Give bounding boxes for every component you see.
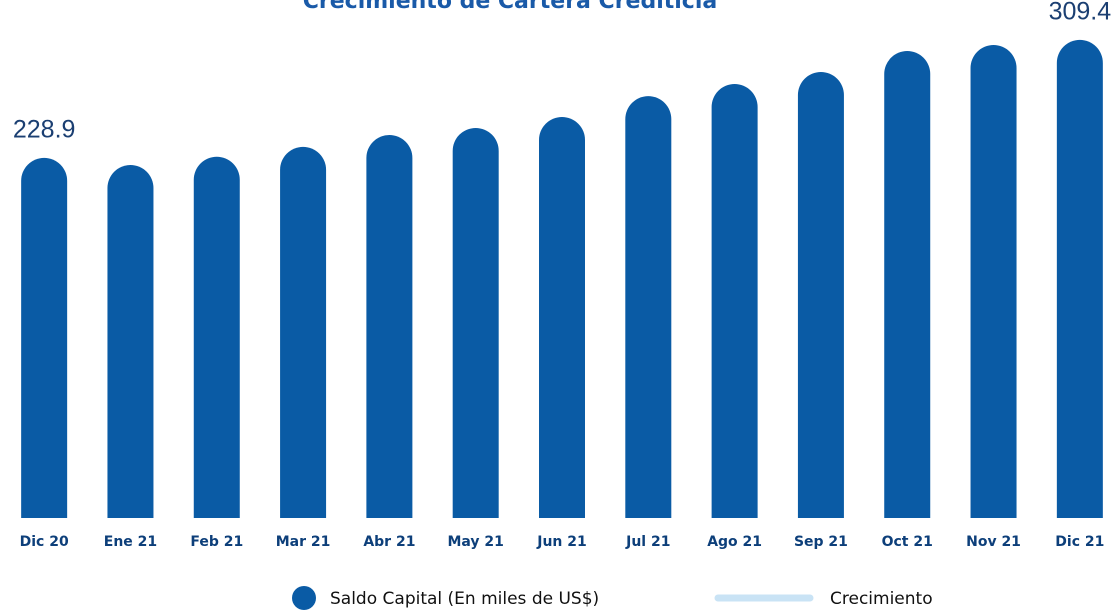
chart-title: Crecimiento de Cartera Crediticia: [303, 0, 718, 14]
bar: [625, 96, 672, 518]
bar: [539, 116, 585, 518]
bar: [21, 157, 68, 518]
value-label: 228.9: [13, 115, 76, 143]
bar: [797, 71, 844, 518]
x-tick-label: Ene 21: [104, 534, 157, 550]
bar: [1056, 39, 1103, 518]
x-tick-label: Dic 20: [20, 534, 69, 550]
x-tick-label: Abr 21: [363, 534, 415, 550]
x-tick-label: Oct 21: [882, 534, 933, 550]
bar: [280, 146, 327, 518]
bar: [193, 156, 240, 518]
value-label: 309.4: [1049, 0, 1112, 26]
legend-label: Crecimiento: [830, 589, 933, 609]
bar: [884, 51, 931, 519]
x-tick-label: Feb 21: [190, 534, 243, 550]
x-tick-label: Mar 21: [276, 534, 331, 550]
bar: [970, 45, 1017, 518]
x-tick-label: Dic 21: [1055, 534, 1104, 550]
bar: [366, 134, 413, 518]
bar: [711, 84, 758, 519]
x-tick-label: Jun 21: [536, 534, 587, 550]
x-tick-label: May 21: [447, 534, 503, 550]
legend-label: Saldo Capital (En miles de US$): [330, 589, 599, 609]
bar: [107, 165, 154, 518]
x-tick-label: Nov 21: [966, 534, 1021, 550]
x-tick-label: Jul 21: [625, 534, 670, 550]
x-tick-label: Ago 21: [707, 534, 762, 550]
x-tick-label: Sep 21: [794, 534, 848, 550]
legend-marker: [292, 586, 316, 610]
bar: [452, 127, 499, 519]
